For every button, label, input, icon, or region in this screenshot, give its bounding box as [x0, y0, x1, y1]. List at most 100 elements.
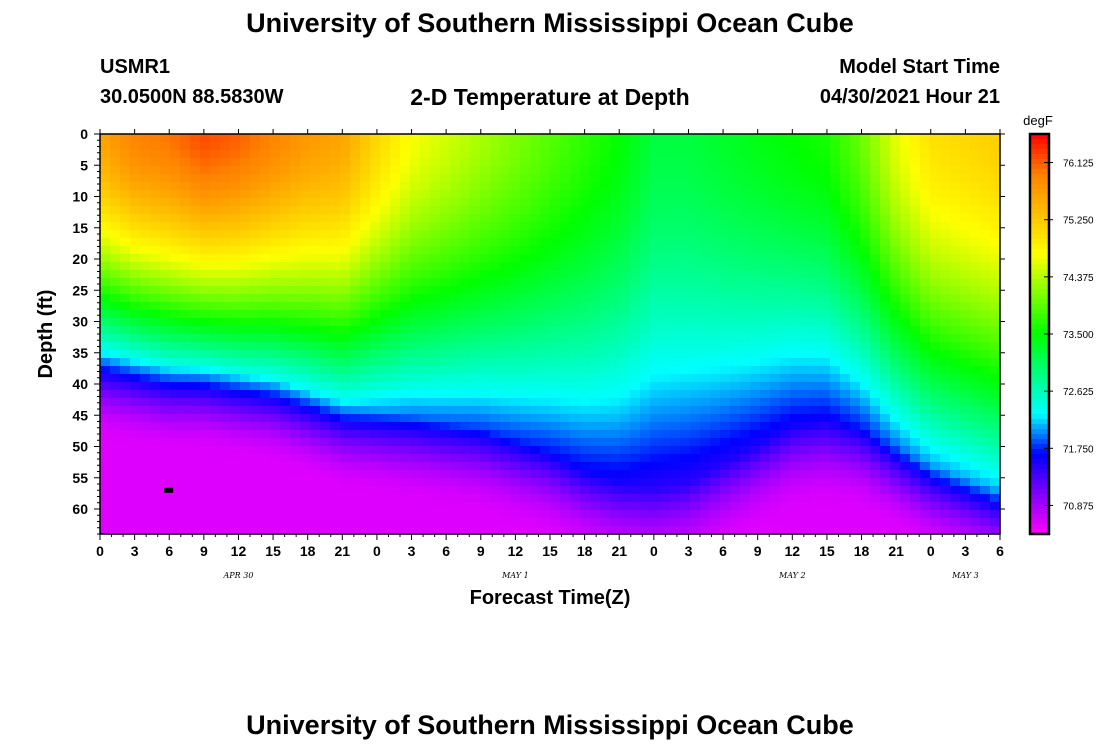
heatmap-cell	[320, 510, 331, 519]
heatmap-cell	[320, 446, 331, 455]
heatmap-cell	[470, 494, 481, 503]
heatmap-cell	[820, 462, 831, 471]
heatmap-cell	[110, 310, 121, 319]
heatmap-cell	[710, 198, 721, 207]
heatmap-cell	[210, 486, 221, 495]
heatmap-cell	[350, 438, 361, 447]
heatmap-cell	[790, 134, 801, 143]
heatmap-cell	[940, 494, 951, 503]
heatmap-cell	[640, 342, 651, 351]
heatmap-cell	[850, 238, 861, 247]
heatmap-cell	[520, 390, 531, 399]
heatmap-cell	[710, 278, 721, 287]
heatmap-cell	[430, 502, 441, 511]
heatmap-cell	[350, 478, 361, 487]
heatmap-cell	[390, 454, 401, 463]
heatmap-cell	[540, 366, 551, 375]
heatmap-cell	[760, 350, 771, 359]
heatmap-cell	[510, 406, 521, 415]
heatmap-cell	[770, 302, 781, 311]
heatmap-cell	[220, 174, 231, 183]
heatmap-cell	[650, 494, 661, 503]
heatmap-cell	[270, 350, 281, 359]
heatmap-cell	[130, 318, 141, 327]
heatmap-cell	[920, 502, 931, 511]
heatmap-cell	[490, 502, 501, 511]
heatmap-cell	[800, 478, 811, 487]
heatmap-cell	[970, 454, 981, 463]
heatmap-cell	[830, 230, 841, 239]
heatmap-cell	[850, 422, 861, 431]
heatmap-cell	[510, 142, 521, 151]
heatmap-cell	[530, 182, 541, 191]
heatmap-cell	[490, 390, 501, 399]
heatmap-cell	[530, 414, 541, 423]
heatmap-cell	[470, 134, 481, 143]
heatmap-cell	[100, 198, 111, 207]
heatmap-cell	[890, 214, 901, 223]
heatmap-cell	[870, 358, 881, 367]
heatmap-cell	[710, 382, 721, 391]
heatmap-cell	[960, 438, 971, 447]
x-tick-label: 9	[477, 543, 485, 559]
heatmap-cell	[940, 286, 951, 295]
heatmap-cell	[910, 518, 921, 527]
heatmap-cell	[800, 302, 811, 311]
heatmap-cell	[870, 350, 881, 359]
heatmap-cell	[710, 222, 721, 231]
heatmap-cell	[550, 526, 561, 535]
heatmap-cell	[500, 230, 511, 239]
heatmap-cell	[920, 302, 931, 311]
heatmap-cell	[770, 150, 781, 159]
heatmap-cell	[560, 222, 571, 231]
heatmap-cell	[770, 454, 781, 463]
heatmap-cell	[100, 510, 111, 519]
heatmap-cell	[820, 206, 831, 215]
heatmap-cell	[410, 278, 421, 287]
heatmap-cell	[770, 334, 781, 343]
heatmap-cell	[920, 238, 931, 247]
heatmap-cell	[330, 526, 341, 535]
heatmap-cell	[270, 206, 281, 215]
heatmap-cell	[840, 254, 851, 263]
heatmap-cell	[810, 134, 821, 143]
heatmap-cell	[860, 358, 871, 367]
heatmap-cell	[950, 270, 961, 279]
heatmap-cell	[610, 342, 621, 351]
heatmap-cell	[720, 414, 731, 423]
heatmap-cell	[590, 142, 601, 151]
heatmap-cell	[680, 486, 691, 495]
heatmap-cell	[700, 510, 711, 519]
heatmap-cell	[920, 350, 931, 359]
heatmap-cell	[670, 366, 681, 375]
heatmap-cell	[740, 166, 751, 175]
heatmap-cell	[370, 366, 381, 375]
heatmap-cell	[930, 302, 941, 311]
heatmap-cell	[560, 334, 571, 343]
heatmap-cell	[860, 302, 871, 311]
heatmap-cell	[380, 366, 391, 375]
heatmap-cell	[290, 214, 301, 223]
heatmap-cell	[760, 510, 771, 519]
heatmap-cell	[770, 254, 781, 263]
heatmap-cell	[760, 182, 771, 191]
heatmap-cell	[230, 470, 241, 479]
heatmap-cell	[280, 422, 291, 431]
heatmap-cell	[310, 478, 321, 487]
heatmap-cell	[190, 382, 201, 391]
heatmap-cell	[880, 414, 891, 423]
heatmap-cell	[820, 334, 831, 343]
heatmap-cell	[930, 438, 941, 447]
heatmap-cell	[160, 166, 171, 175]
heatmap-cell	[940, 214, 951, 223]
heatmap-cell	[610, 366, 621, 375]
heatmap-cell	[300, 198, 311, 207]
heatmap-cell	[460, 246, 471, 255]
heatmap-cell	[280, 246, 291, 255]
heatmap-cell	[850, 438, 861, 447]
day-label: MAY 3	[951, 571, 979, 580]
heatmap-cell	[960, 350, 971, 359]
heatmap-cell	[700, 318, 711, 327]
heatmap-cell	[140, 134, 151, 143]
heatmap-cell	[120, 382, 131, 391]
